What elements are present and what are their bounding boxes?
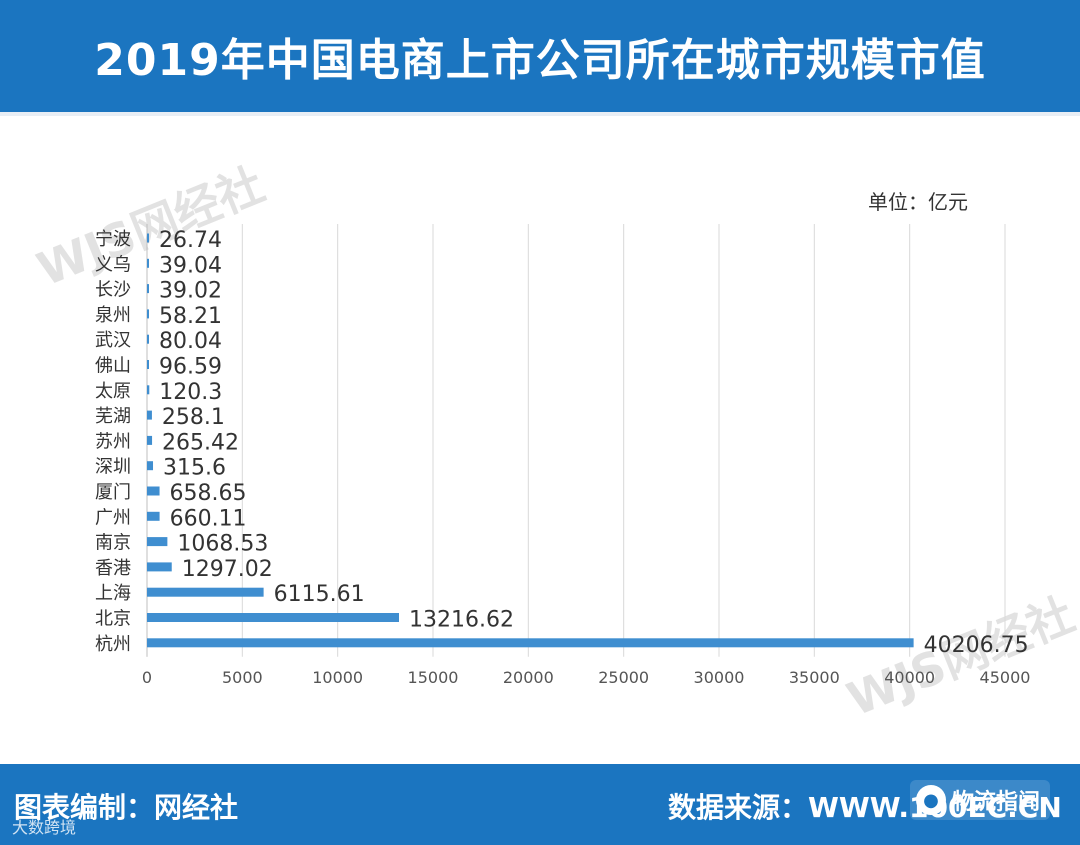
bar: [147, 461, 154, 471]
bar: [147, 613, 399, 622]
category-label: 佛山: [95, 356, 131, 377]
footer: 图表编制：网经社 数据来源：WWW.100EC.CN ● 物流指闻 大数跨境: [0, 764, 1080, 845]
data-label: 39.04: [159, 253, 222, 278]
data-label: 1068.53: [177, 532, 268, 557]
data-label: 96.59: [159, 355, 222, 380]
bar: [147, 360, 149, 369]
x-tick-label: 30000: [694, 668, 745, 687]
bar: [147, 258, 149, 268]
category-label: 太原: [95, 381, 131, 402]
bar: [147, 410, 152, 420]
bar: [147, 638, 914, 648]
bar: [147, 385, 150, 395]
category-label: 义乌: [95, 254, 131, 275]
bar: [147, 587, 264, 597]
bar: [147, 511, 160, 521]
wechat-icon: ●: [916, 785, 946, 815]
x-tick-label: 20000: [503, 668, 554, 687]
category-label: 杭州: [95, 634, 131, 655]
data-label: 58.21: [159, 304, 222, 329]
data-label: 660.11: [170, 506, 247, 531]
chart-area: WJS网经社 WJS网经社 单位：亿元 0 5000 10000 15000 20000…: [0, 116, 1080, 764]
data-label: 13216.62: [409, 608, 514, 633]
category-label: 厦门: [95, 482, 131, 503]
badge-text: 物流指闻: [952, 790, 1041, 815]
x-tick-label: 25000: [598, 668, 649, 687]
category-label: 芜湖: [95, 406, 131, 427]
category-label: 香港: [95, 558, 131, 579]
corner-credit: 大数跨境: [12, 818, 77, 837]
footer-source: 数据来源：WWW.100EC.CN: [668, 791, 1062, 824]
data-label: 40206.75: [924, 633, 1029, 658]
data-label: 120.3: [159, 380, 222, 405]
category-label: 苏州: [95, 431, 131, 452]
bar: [147, 284, 149, 294]
category-label: 长沙: [95, 280, 131, 301]
category-label: 广州: [95, 507, 131, 528]
category-label: 深圳: [95, 457, 131, 478]
unit-label: 单位：亿元: [868, 190, 968, 214]
category-label: 武汉: [95, 330, 131, 351]
category-label: 上海: [95, 583, 131, 604]
bar: [147, 562, 172, 572]
bar: [147, 233, 149, 243]
x-tick-label: 15000: [408, 668, 459, 687]
chart-header: 2019年中国电商上市公司所在城市规模市值: [0, 0, 1080, 116]
category-label: 泉州: [95, 305, 131, 326]
x-tick-label: 40000: [884, 668, 935, 687]
data-label: 39.02: [159, 279, 222, 304]
data-label: 258.1: [162, 405, 225, 430]
bar: [147, 334, 149, 344]
bar: [147, 309, 149, 319]
x-tick-label: 0: [142, 668, 152, 687]
data-label: 658.65: [170, 481, 247, 506]
footer-credit: 图表编制：网经社: [14, 791, 239, 824]
wechat-badge: ● 物流指闻: [910, 780, 1051, 820]
data-label: 6115.61: [274, 582, 365, 607]
x-tick-label: 5000: [222, 668, 263, 687]
x-tick-label: 10000: [312, 668, 363, 687]
x-tick-label: 35000: [789, 668, 840, 687]
bar: [147, 537, 168, 547]
data-label: 1297.02: [182, 557, 273, 582]
category-label: 南京: [95, 533, 131, 554]
data-label: 265.42: [162, 430, 239, 455]
bar: [147, 435, 153, 445]
bar: [147, 486, 160, 496]
data-label: 26.74: [159, 228, 222, 253]
x-tick-label: 45000: [980, 668, 1031, 687]
category-label: 北京: [95, 609, 131, 630]
chart-title: 2019年中国电商上市公司所在城市规模市值: [94, 35, 986, 86]
category-label: 宁波: [95, 229, 131, 250]
data-label: 80.04: [159, 329, 222, 354]
data-label: 315.6: [163, 456, 226, 481]
bar-chart: 0 5000 10000 15000 20000 25000 30000 35000 40000…: [95, 224, 1031, 687]
